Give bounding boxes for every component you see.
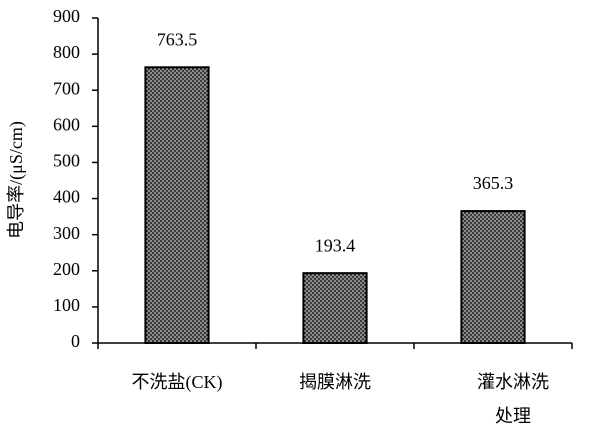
x-tick-label: 灌水淋洗 处理	[477, 372, 549, 426]
y-tick-label: 200	[53, 259, 80, 279]
x-tick-label: 揭膜淋洗	[299, 372, 371, 392]
y-tick-label: 900	[53, 6, 80, 26]
y-axis-label: 电导率/(μS/cm)	[6, 121, 27, 239]
bar	[144, 66, 210, 345]
y-tick-label: 0	[71, 331, 80, 351]
y-tick-label: 300	[53, 223, 80, 243]
y-tick-label: 800	[53, 42, 80, 62]
y-tick-label: 600	[53, 114, 80, 134]
data-label: 365.3	[473, 173, 514, 193]
y-tick-label: 100	[53, 295, 80, 315]
y-tick-label: 700	[53, 78, 80, 98]
y-tick-label: 500	[53, 151, 80, 171]
y-tick-label: 400	[53, 187, 80, 207]
data-label: 193.4	[315, 235, 356, 255]
bar	[460, 210, 526, 344]
data-label: 763.5	[157, 29, 198, 49]
x-tick-label: 不洗盐(CK)	[131, 372, 223, 392]
bar	[302, 272, 368, 344]
